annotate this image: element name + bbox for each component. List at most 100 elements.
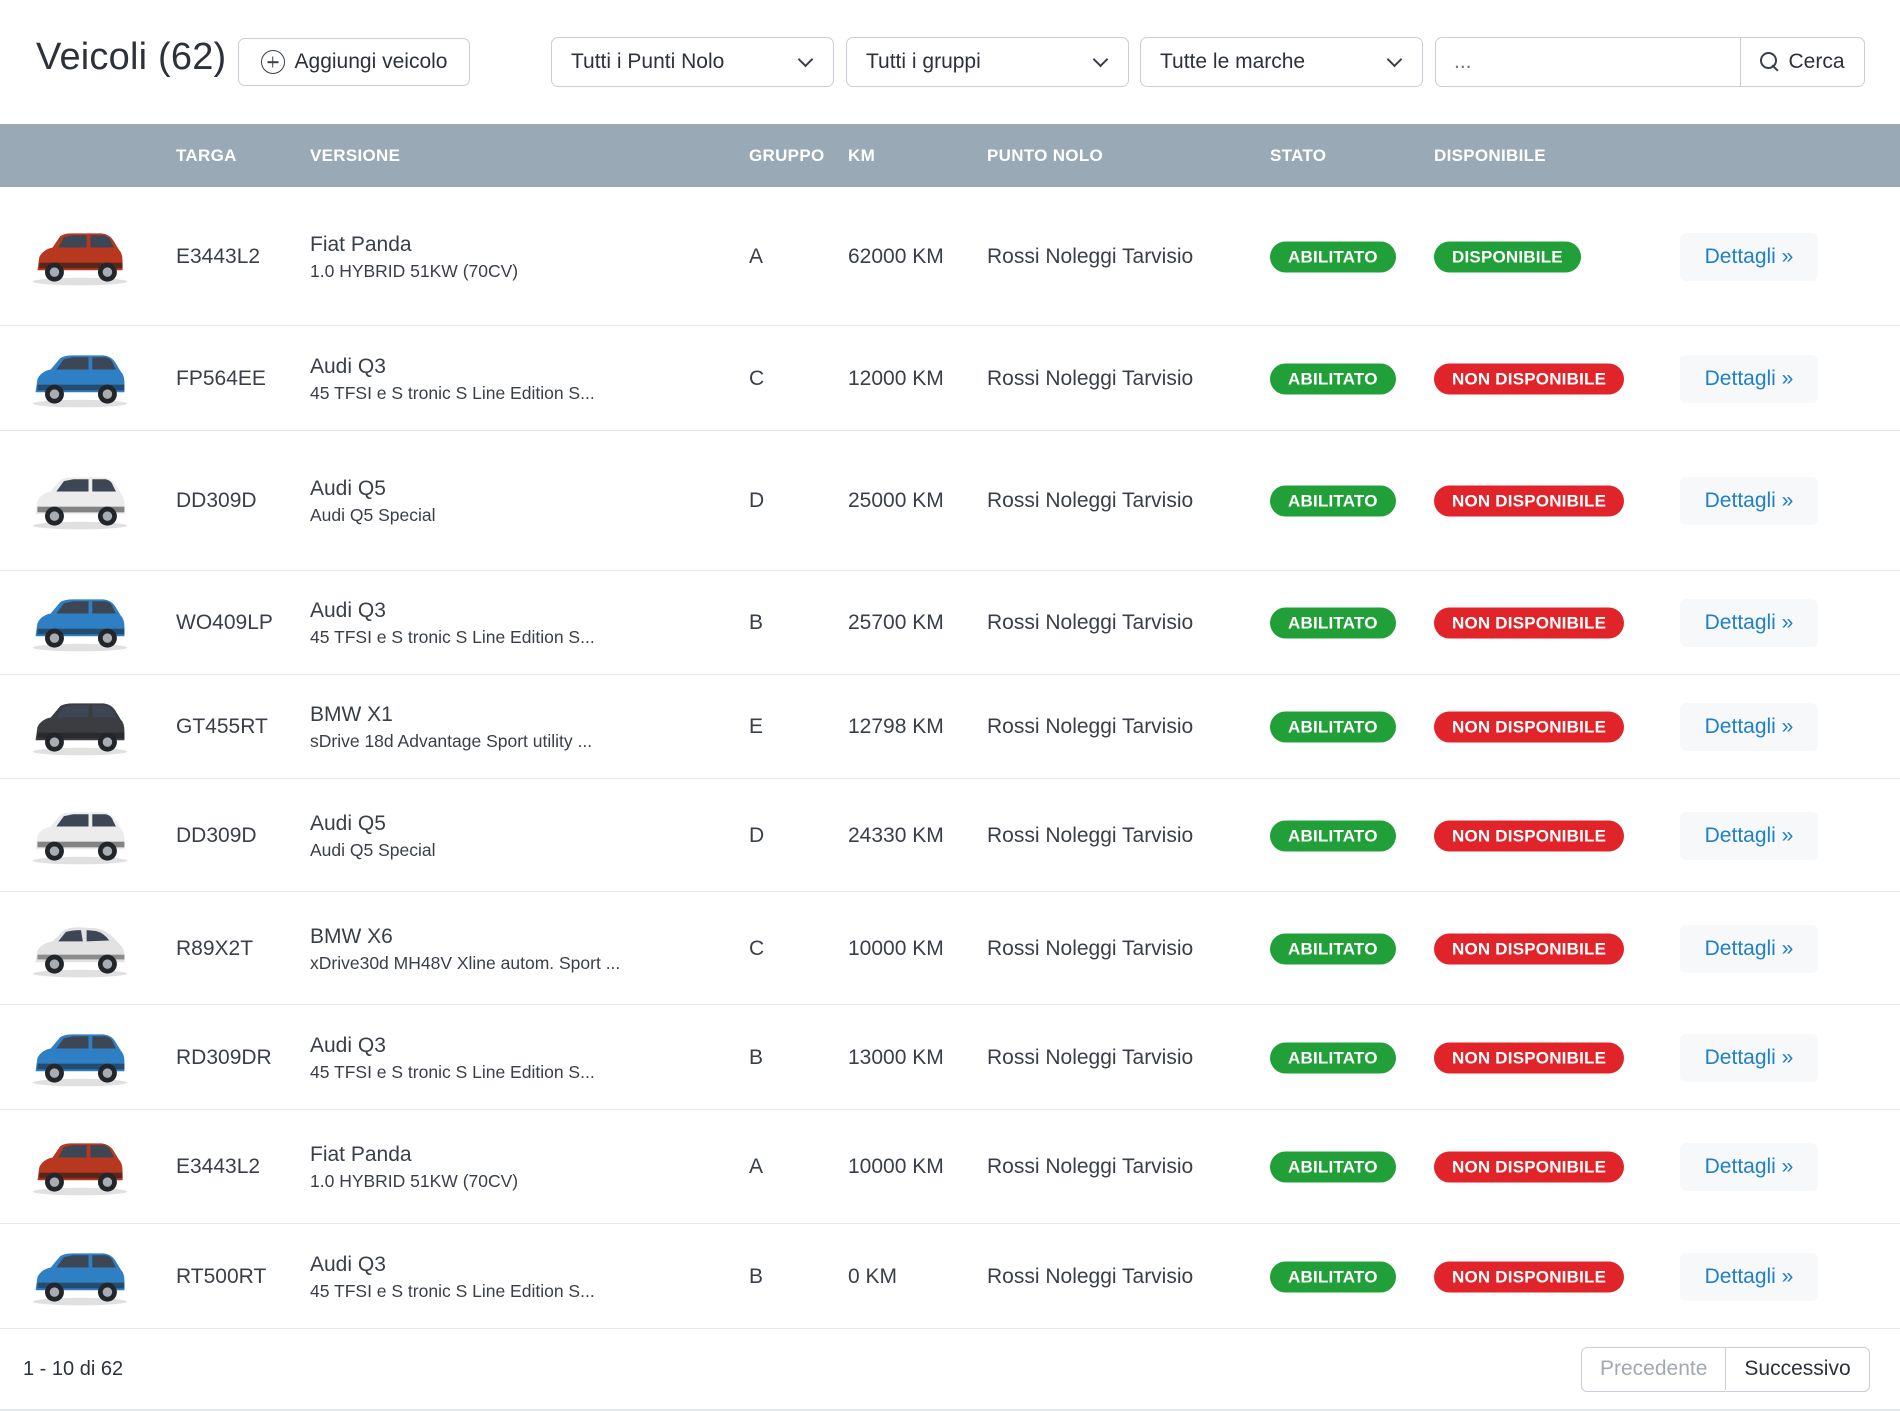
- previous-page-button[interactable]: Precedente: [1582, 1348, 1727, 1390]
- status-badge: ABILITATO: [1270, 711, 1396, 743]
- search-button[interactable]: Cerca: [1740, 38, 1864, 86]
- vehicle-model: Fiat Panda: [310, 232, 412, 256]
- vehicle-group: C: [749, 936, 765, 960]
- vehicle-version: BMW X6 xDrive30d MH48V Xline autom. Spor…: [310, 924, 620, 974]
- table-row: E3443L2 Fiat Panda 1.0 HYBRID 51KW (70CV…: [0, 1110, 1900, 1224]
- vehicle-model: Audi Q3: [310, 354, 386, 378]
- rental-point: Rossi Noleggi Tarvisio: [987, 936, 1194, 960]
- availability-badge: NON DISPONIBILE: [1434, 1042, 1625, 1073]
- add-vehicle-button[interactable]: Aggiungi veicolo: [238, 38, 470, 86]
- vehicle-group: B: [749, 1264, 764, 1288]
- details-button[interactable]: Dettagli »: [1680, 1143, 1818, 1191]
- car-thumbnail: [28, 225, 132, 289]
- car-thumbnail: [28, 917, 132, 981]
- table-row: FP564EE Audi Q3 45 TFSI e S tronic S Lin…: [0, 326, 1900, 431]
- availability-badge: DISPONIBILE: [1434, 241, 1581, 272]
- vehicle-km: 25000 KM: [848, 489, 944, 512]
- plate-number: GT455RT: [176, 715, 268, 738]
- vehicle-version: Audi Q3 45 TFSI e S tronic S Line Editio…: [310, 1033, 595, 1083]
- status-badge: ABILITATO: [1270, 1151, 1396, 1183]
- car-thumbnail: [28, 469, 132, 533]
- page-header: Veicoli (62) Aggiungi veicolo Tutti i Pu…: [0, 0, 1900, 124]
- vehicle-group: B: [749, 611, 764, 634]
- vehicle-km: 62000 KM: [848, 244, 944, 268]
- group-filter[interactable]: Tutti i gruppi: [846, 37, 1129, 87]
- availability-badge: NON DISPONIBILE: [1434, 933, 1625, 964]
- rental-point-filter[interactable]: Tutti i Punti Nolo: [551, 37, 834, 87]
- vehicle-version: Audi Q3 45 TFSI e S tronic S Line Editio…: [310, 1252, 595, 1302]
- plate-number: RT500RT: [176, 1264, 267, 1288]
- vehicle-group: A: [749, 244, 764, 268]
- details-button[interactable]: Dettagli »: [1680, 232, 1818, 281]
- vehicle-km: 12798 KM: [848, 715, 944, 738]
- add-vehicle-label: Aggiungi veicolo: [294, 50, 448, 73]
- vehicle-group: E: [749, 715, 764, 738]
- availability-badge: NON DISPONIBILE: [1434, 1151, 1625, 1183]
- availability-badge: NON DISPONIBILE: [1434, 485, 1625, 517]
- vehicle-trim: Audi Q5 Special: [310, 839, 436, 860]
- rental-point-filter-value: Tutti i Punti Nolo: [571, 50, 725, 73]
- status-badge: ABILITATO: [1270, 485, 1396, 517]
- status-badge: ABILITATO: [1270, 1042, 1396, 1073]
- brand-filter[interactable]: Tutte le marche: [1140, 37, 1423, 87]
- chevron-down-icon: [1386, 51, 1403, 68]
- vehicle-trim: sDrive 18d Advantage Sport utility ...: [310, 731, 593, 751]
- plate-number: RD309DR: [176, 1045, 272, 1069]
- car-thumbnail: [28, 1026, 132, 1090]
- vehicle-model: Audi Q5: [310, 477, 386, 500]
- rental-point: Rossi Noleggi Tarvisio: [987, 489, 1194, 512]
- vehicle-model: Audi Q5: [310, 811, 386, 835]
- vehicle-version: Fiat Panda 1.0 HYBRID 51KW (70CV): [310, 1142, 518, 1192]
- table-header: TARGA VERSIONE GRUPPO KM PUNTO NOLO STAT…: [0, 124, 1900, 187]
- details-button[interactable]: Dettagli »: [1680, 924, 1818, 973]
- vehicle-version: Audi Q5 Audi Q5 Special: [310, 811, 436, 861]
- chevron-down-icon: [797, 51, 814, 68]
- vehicle-version: Fiat Panda 1.0 HYBRID 51KW (70CV): [310, 232, 518, 282]
- details-button[interactable]: Dettagli »: [1680, 1033, 1818, 1082]
- page-title: Veicoli (62): [36, 36, 227, 78]
- details-button[interactable]: Dettagli »: [1680, 477, 1818, 525]
- rental-point: Rossi Noleggi Tarvisio: [987, 611, 1194, 634]
- vehicle-trim: 45 TFSI e S tronic S Line Edition S...: [310, 382, 595, 403]
- search-input[interactable]: [1436, 38, 1740, 86]
- vehicle-km: 12000 KM: [848, 366, 944, 390]
- details-button[interactable]: Dettagli »: [1680, 811, 1818, 860]
- car-thumbnail: [28, 804, 132, 868]
- search-icon: [1760, 52, 1780, 72]
- vehicle-model: Audi Q3: [310, 1033, 386, 1057]
- group-filter-value: Tutti i gruppi: [866, 50, 981, 73]
- vehicle-trim: 45 TFSI e S tronic S Line Edition S...: [310, 627, 595, 647]
- vehicle-trim: 1.0 HYBRID 51KW (70CV): [310, 260, 519, 281]
- rental-point: Rossi Noleggi Tarvisio: [987, 1155, 1194, 1178]
- vehicle-group: D: [749, 823, 765, 847]
- vehicle-model: Fiat Panda: [310, 1143, 412, 1166]
- availability-badge: NON DISPONIBILE: [1434, 607, 1625, 639]
- search-box: Cerca: [1435, 37, 1865, 87]
- details-button[interactable]: Dettagli »: [1680, 1252, 1818, 1301]
- car-thumbnail: [28, 347, 132, 411]
- column-header-versione: VERSIONE: [310, 146, 401, 165]
- pagination-count: 1 - 10 di 62: [23, 1358, 124, 1380]
- vehicle-group: A: [749, 1155, 764, 1178]
- column-header-gruppo: GRUPPO: [749, 146, 825, 165]
- car-thumbnail: [28, 591, 132, 655]
- column-header-stato: STATO: [1270, 146, 1327, 165]
- rental-point: Rossi Noleggi Tarvisio: [987, 1045, 1194, 1069]
- rental-point: Rossi Noleggi Tarvisio: [987, 715, 1194, 738]
- vehicle-model: BMW X1: [310, 703, 393, 726]
- vehicle-model: Audi Q3: [310, 1252, 386, 1276]
- table-row: GT455RT BMW X1 sDrive 18d Advantage Spor…: [0, 675, 1900, 779]
- brand-filter-value: Tutte le marche: [1160, 50, 1306, 73]
- vehicle-model: BMW X6: [310, 924, 393, 948]
- details-button[interactable]: Dettagli »: [1680, 703, 1818, 751]
- details-button[interactable]: Dettagli »: [1680, 354, 1818, 403]
- rental-point: Rossi Noleggi Tarvisio: [987, 366, 1194, 390]
- details-button[interactable]: Dettagli »: [1680, 599, 1818, 647]
- next-page-button[interactable]: Successivo: [1744, 1357, 1851, 1380]
- vehicle-group: D: [749, 489, 765, 512]
- status-badge: ABILITATO: [1270, 820, 1396, 851]
- vehicle-km: 25700 KM: [848, 611, 944, 634]
- table-row: DD309D Audi Q5 Audi Q5 Special D 25000 K…: [0, 431, 1900, 571]
- table-row: WO409LP Audi Q3 45 TFSI e S tronic S Lin…: [0, 571, 1900, 675]
- plate-number: E3443L2: [176, 244, 261, 268]
